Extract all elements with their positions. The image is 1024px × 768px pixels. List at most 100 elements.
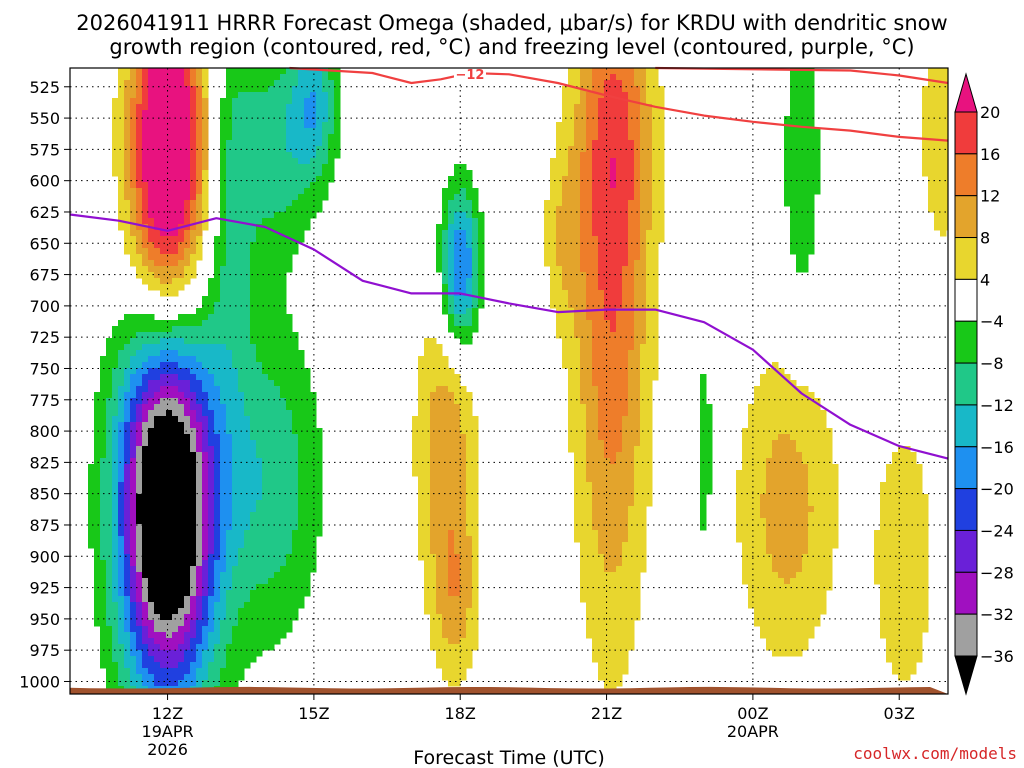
omega-cell bbox=[148, 128, 155, 135]
omega-cell bbox=[196, 80, 203, 87]
omega-cell bbox=[226, 506, 233, 513]
omega-cell bbox=[268, 326, 275, 333]
omega-cell bbox=[124, 206, 131, 213]
omega-cell bbox=[586, 290, 593, 297]
omega-cell bbox=[310, 482, 317, 489]
omega-cell bbox=[574, 332, 581, 339]
omega-cell bbox=[250, 422, 257, 429]
omega-cell bbox=[118, 614, 125, 621]
omega-cell bbox=[94, 446, 101, 453]
omega-cell bbox=[586, 512, 593, 519]
omega-cell bbox=[418, 386, 425, 393]
omega-cell bbox=[448, 308, 455, 315]
omega-cell bbox=[610, 152, 617, 159]
omega-cell bbox=[268, 380, 275, 387]
omega-cell bbox=[220, 344, 227, 351]
omega-cell bbox=[478, 302, 485, 309]
omega-cell bbox=[142, 446, 149, 453]
omega-cell bbox=[124, 518, 131, 525]
omega-cell bbox=[580, 326, 587, 333]
omega-cell bbox=[226, 608, 233, 615]
omega-cell bbox=[100, 506, 107, 513]
omega-cell bbox=[166, 260, 173, 267]
omega-cell bbox=[220, 182, 227, 189]
omega-cell bbox=[142, 350, 149, 357]
omega-cell bbox=[466, 530, 473, 537]
omega-cell bbox=[226, 470, 233, 477]
omega-cell bbox=[160, 146, 167, 153]
omega-cell bbox=[130, 392, 137, 399]
omega-cell bbox=[208, 638, 215, 645]
omega-cell bbox=[586, 506, 593, 513]
omega-cell bbox=[592, 170, 599, 177]
omega-cell bbox=[280, 596, 287, 603]
omega-cell bbox=[250, 86, 257, 93]
omega-cell bbox=[586, 464, 593, 471]
omega-cell bbox=[124, 482, 131, 489]
omega-cell bbox=[172, 134, 179, 141]
omega-cell bbox=[298, 140, 305, 147]
omega-cell bbox=[226, 254, 233, 261]
omega-cell bbox=[166, 476, 173, 483]
omega-cell bbox=[238, 476, 245, 483]
omega-cell bbox=[154, 560, 161, 567]
omega-cell bbox=[310, 500, 317, 507]
omega-cell bbox=[220, 614, 227, 621]
omega-cell bbox=[424, 578, 431, 585]
omega-cell bbox=[202, 554, 209, 561]
omega-cell bbox=[238, 566, 245, 573]
omega-cell bbox=[448, 242, 455, 249]
omega-cell bbox=[232, 362, 239, 369]
omega-cell bbox=[292, 104, 299, 111]
omega-cell bbox=[286, 542, 293, 549]
omega-cell bbox=[472, 284, 479, 291]
omega-cell bbox=[130, 224, 137, 231]
omega-cell bbox=[574, 74, 581, 81]
omega-cell bbox=[448, 602, 455, 609]
omega-cell bbox=[598, 620, 605, 627]
omega-cell bbox=[310, 524, 317, 531]
omega-cell bbox=[604, 536, 611, 543]
omega-cell bbox=[598, 476, 605, 483]
omega-cell bbox=[472, 200, 479, 207]
omega-cell bbox=[202, 404, 209, 411]
omega-cell bbox=[112, 572, 119, 579]
omega-cell bbox=[274, 326, 281, 333]
omega-cell bbox=[454, 296, 461, 303]
omega-cell bbox=[454, 554, 461, 561]
omega-cell bbox=[568, 344, 575, 351]
omega-cell bbox=[598, 626, 605, 633]
omega-cell bbox=[232, 386, 239, 393]
omega-cell bbox=[130, 476, 137, 483]
omega-cell bbox=[220, 500, 227, 507]
omega-cell bbox=[256, 530, 263, 537]
omega-cell bbox=[256, 380, 263, 387]
omega-cell bbox=[148, 482, 155, 489]
omega-cell bbox=[118, 506, 125, 513]
omega-cell bbox=[574, 356, 581, 363]
omega-cell bbox=[262, 176, 269, 183]
omega-cell bbox=[604, 590, 611, 597]
omega-cell bbox=[598, 380, 605, 387]
omega-cell bbox=[160, 650, 167, 657]
omega-cell bbox=[244, 656, 251, 663]
omega-cell bbox=[100, 554, 107, 561]
omega-cell bbox=[262, 482, 269, 489]
omega-cell bbox=[430, 596, 437, 603]
omega-cell bbox=[196, 428, 203, 435]
omega-cell bbox=[592, 146, 599, 153]
omega-cell bbox=[154, 518, 161, 525]
omega-cell bbox=[274, 278, 281, 285]
omega-cell bbox=[556, 224, 563, 231]
omega-cell bbox=[586, 230, 593, 237]
omega-cell bbox=[208, 374, 215, 381]
omega-cell bbox=[196, 92, 203, 99]
omega-cell bbox=[418, 554, 425, 561]
omega-cell bbox=[226, 566, 233, 573]
omega-cell bbox=[472, 260, 479, 267]
omega-cell bbox=[586, 134, 593, 141]
omega-cell bbox=[256, 548, 263, 555]
omega-cell bbox=[592, 590, 599, 597]
omega-cell bbox=[616, 170, 623, 177]
omega-cell bbox=[454, 248, 461, 255]
